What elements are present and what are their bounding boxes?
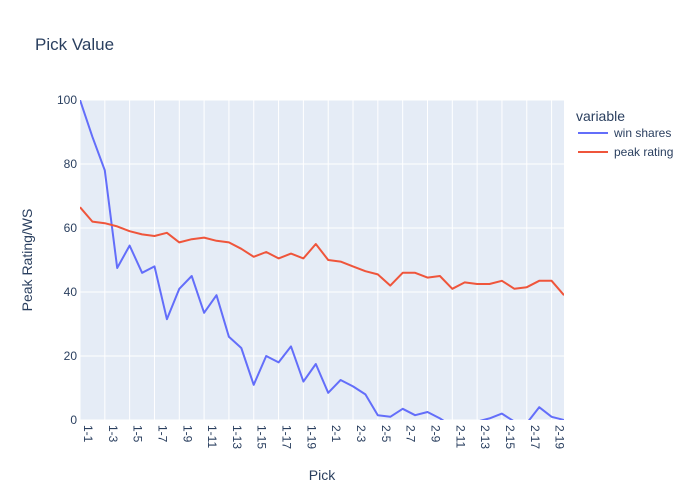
series-lines	[80, 100, 564, 420]
x-tick-label: 1-15	[255, 425, 269, 449]
y-tick-label: 20	[64, 349, 78, 363]
x-tick-label: 2-13	[478, 425, 492, 449]
x-tick-label: 2-1	[329, 425, 343, 443]
legend-label: win shares	[613, 126, 671, 140]
y-tick-label: 40	[64, 285, 78, 299]
legend-label: peak rating	[614, 145, 673, 159]
series-line-win-shares	[80, 100, 564, 420]
x-tick-label: 2-9	[428, 425, 442, 443]
legend-title: variable	[576, 108, 625, 124]
y-tick-label: 100	[57, 93, 77, 107]
x-tick-label: 1-11	[205, 425, 219, 448]
x-tick-label: 2-11	[453, 425, 467, 448]
x-tick-label: 2-15	[503, 425, 517, 449]
y-axis-ticks: 0 20 40 60 80 100	[57, 93, 77, 427]
y-tick-label: 0	[70, 413, 77, 427]
x-tick-label: 1-3	[106, 425, 120, 443]
legend: variable win shares peak rating	[576, 108, 673, 159]
chart-title: Pick Value	[35, 35, 114, 54]
x-tick-label: 1-13	[230, 425, 244, 449]
x-tick-label: 1-17	[280, 425, 294, 449]
x-tick-label: 1-9	[180, 425, 194, 443]
x-tick-label: 1-7	[155, 425, 169, 443]
x-tick-label: 2-7	[404, 425, 418, 443]
x-tick-label: 2-3	[354, 425, 368, 443]
series-line-peak-rating	[80, 206, 564, 296]
x-tick-label: 1-5	[131, 425, 145, 443]
y-tick-label: 60	[64, 221, 78, 235]
x-tick-label: 2-17	[528, 425, 542, 449]
x-axis-ticks: 1-1 1-3 1-5 1-7 1-9 1-11 1-13 1-15 1-17 1-19 2-1 2-…	[81, 425, 567, 449]
x-tick-label: 1-1	[81, 425, 95, 443]
x-axis-title: Pick	[309, 467, 336, 483]
y-axis-title: Peak Rating/WS	[19, 209, 35, 312]
x-tick-label: 2-19	[553, 425, 567, 449]
x-tick-label: 2-5	[379, 425, 393, 443]
plot-area	[80, 100, 564, 420]
y-tick-label: 80	[64, 157, 78, 171]
x-tick-label: 1-19	[304, 425, 318, 449]
